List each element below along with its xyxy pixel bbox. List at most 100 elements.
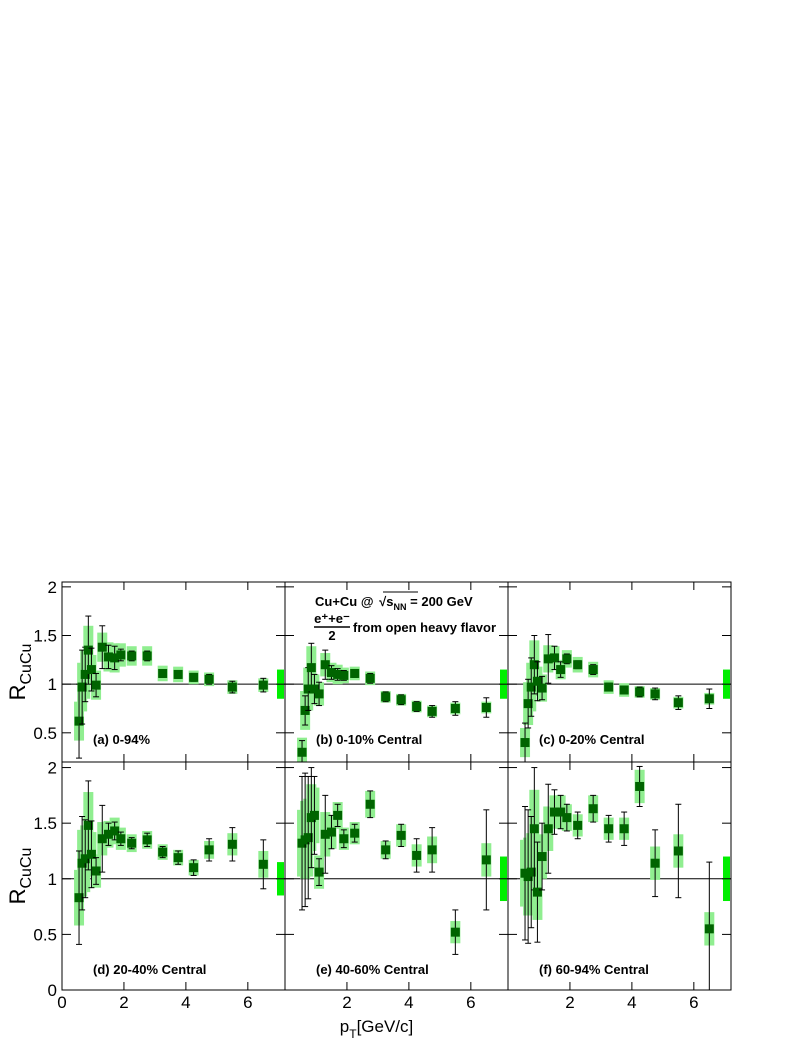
y-tick-label: 1 <box>48 870 57 889</box>
marker <box>110 826 120 836</box>
marker <box>573 820 583 830</box>
marker <box>86 665 96 675</box>
marker <box>77 682 87 692</box>
panel: 0.5 1 1.5 2 (a) 0-94% RCuCu <box>5 578 286 763</box>
y-tick-label: 1 <box>48 675 57 694</box>
marker <box>562 813 572 823</box>
plot-area <box>508 634 731 762</box>
y-label-sub: CuCu <box>18 848 35 889</box>
marker <box>635 687 645 697</box>
marker <box>704 924 714 934</box>
marker <box>339 834 349 844</box>
marker <box>103 652 113 662</box>
marker <box>532 676 542 686</box>
source: from open heavy flavor <box>353 620 496 635</box>
marker <box>83 820 93 830</box>
marker <box>412 850 422 860</box>
x-tick-label: 4 <box>404 993 413 1012</box>
x-tick-label: 2 <box>119 993 128 1012</box>
marker <box>309 684 319 694</box>
marker <box>365 799 375 809</box>
sqrt-arg: s <box>386 594 393 609</box>
marker <box>300 705 310 715</box>
marker <box>520 738 530 748</box>
marker <box>381 692 391 702</box>
marker <box>532 887 542 897</box>
y-tick-label: 2 <box>48 578 57 597</box>
marker <box>481 855 491 865</box>
x-label-main: p <box>340 1017 349 1036</box>
plot-area <box>508 765 731 990</box>
marker <box>619 824 629 834</box>
marker <box>427 706 437 716</box>
panel-label: (e) 40-60% Central <box>316 962 429 977</box>
system: Cu+Cu @ <box>315 594 377 609</box>
marker <box>227 839 237 849</box>
sqrt-sub: NN <box>394 602 407 612</box>
marker <box>333 810 343 820</box>
marker <box>189 672 199 682</box>
y-label-sub: CuCu <box>18 644 35 685</box>
plot-area <box>62 615 285 759</box>
marker <box>116 650 126 660</box>
marker <box>333 669 343 679</box>
marker <box>526 682 536 692</box>
marker <box>604 682 614 692</box>
panel: 2 4 6 (e) 40-60% Central pT[GeV/c] <box>284 761 509 1041</box>
marker <box>309 810 319 820</box>
panel-label: (d) 20-40% Central <box>93 962 206 977</box>
marker <box>396 830 406 840</box>
x-label-rest: [GeV/c] <box>357 1017 414 1036</box>
marker <box>306 663 316 673</box>
marker <box>549 653 559 663</box>
marker <box>556 807 566 817</box>
marker <box>365 673 375 683</box>
marker <box>537 683 547 693</box>
marker <box>158 668 168 678</box>
marker <box>86 849 96 859</box>
marker <box>314 867 324 877</box>
plot-area <box>285 767 508 955</box>
denominator: 2 <box>328 628 335 643</box>
y-tick-label: 1.5 <box>33 814 57 833</box>
marker <box>650 858 660 868</box>
y-label-main: R <box>5 685 30 701</box>
marker <box>526 867 536 877</box>
x-tick-label: 0 <box>57 993 66 1012</box>
x-tick-label: 6 <box>466 993 475 1012</box>
marker <box>74 716 84 726</box>
marker <box>543 824 553 834</box>
marker <box>619 685 629 695</box>
panel-label: (c) 0-20% Central <box>539 732 644 747</box>
y-axis-label: RCuCu <box>5 644 35 701</box>
marker <box>142 651 152 661</box>
marker <box>173 669 183 679</box>
marker <box>396 695 406 705</box>
marker <box>227 682 237 692</box>
plot-area <box>285 642 508 762</box>
x-axis-label: pT[GeV/c] <box>340 1017 414 1041</box>
y-label-main: R <box>5 889 30 905</box>
marker <box>204 674 214 684</box>
marker <box>116 834 126 844</box>
marker <box>91 680 101 690</box>
marker <box>189 863 199 873</box>
marker <box>556 665 566 675</box>
marker <box>303 833 313 843</box>
marker <box>297 747 307 757</box>
marker <box>258 859 268 869</box>
marker <box>427 845 437 855</box>
marker <box>80 669 90 679</box>
y-tick-label: 0.5 <box>33 724 57 743</box>
marker <box>158 847 168 857</box>
marker <box>350 828 360 838</box>
marker <box>650 689 660 699</box>
y-axis-label: RCuCu <box>5 848 35 905</box>
marker <box>588 804 598 814</box>
marker <box>326 667 336 677</box>
marker <box>80 854 90 864</box>
marker <box>204 845 214 855</box>
marker <box>562 654 572 664</box>
